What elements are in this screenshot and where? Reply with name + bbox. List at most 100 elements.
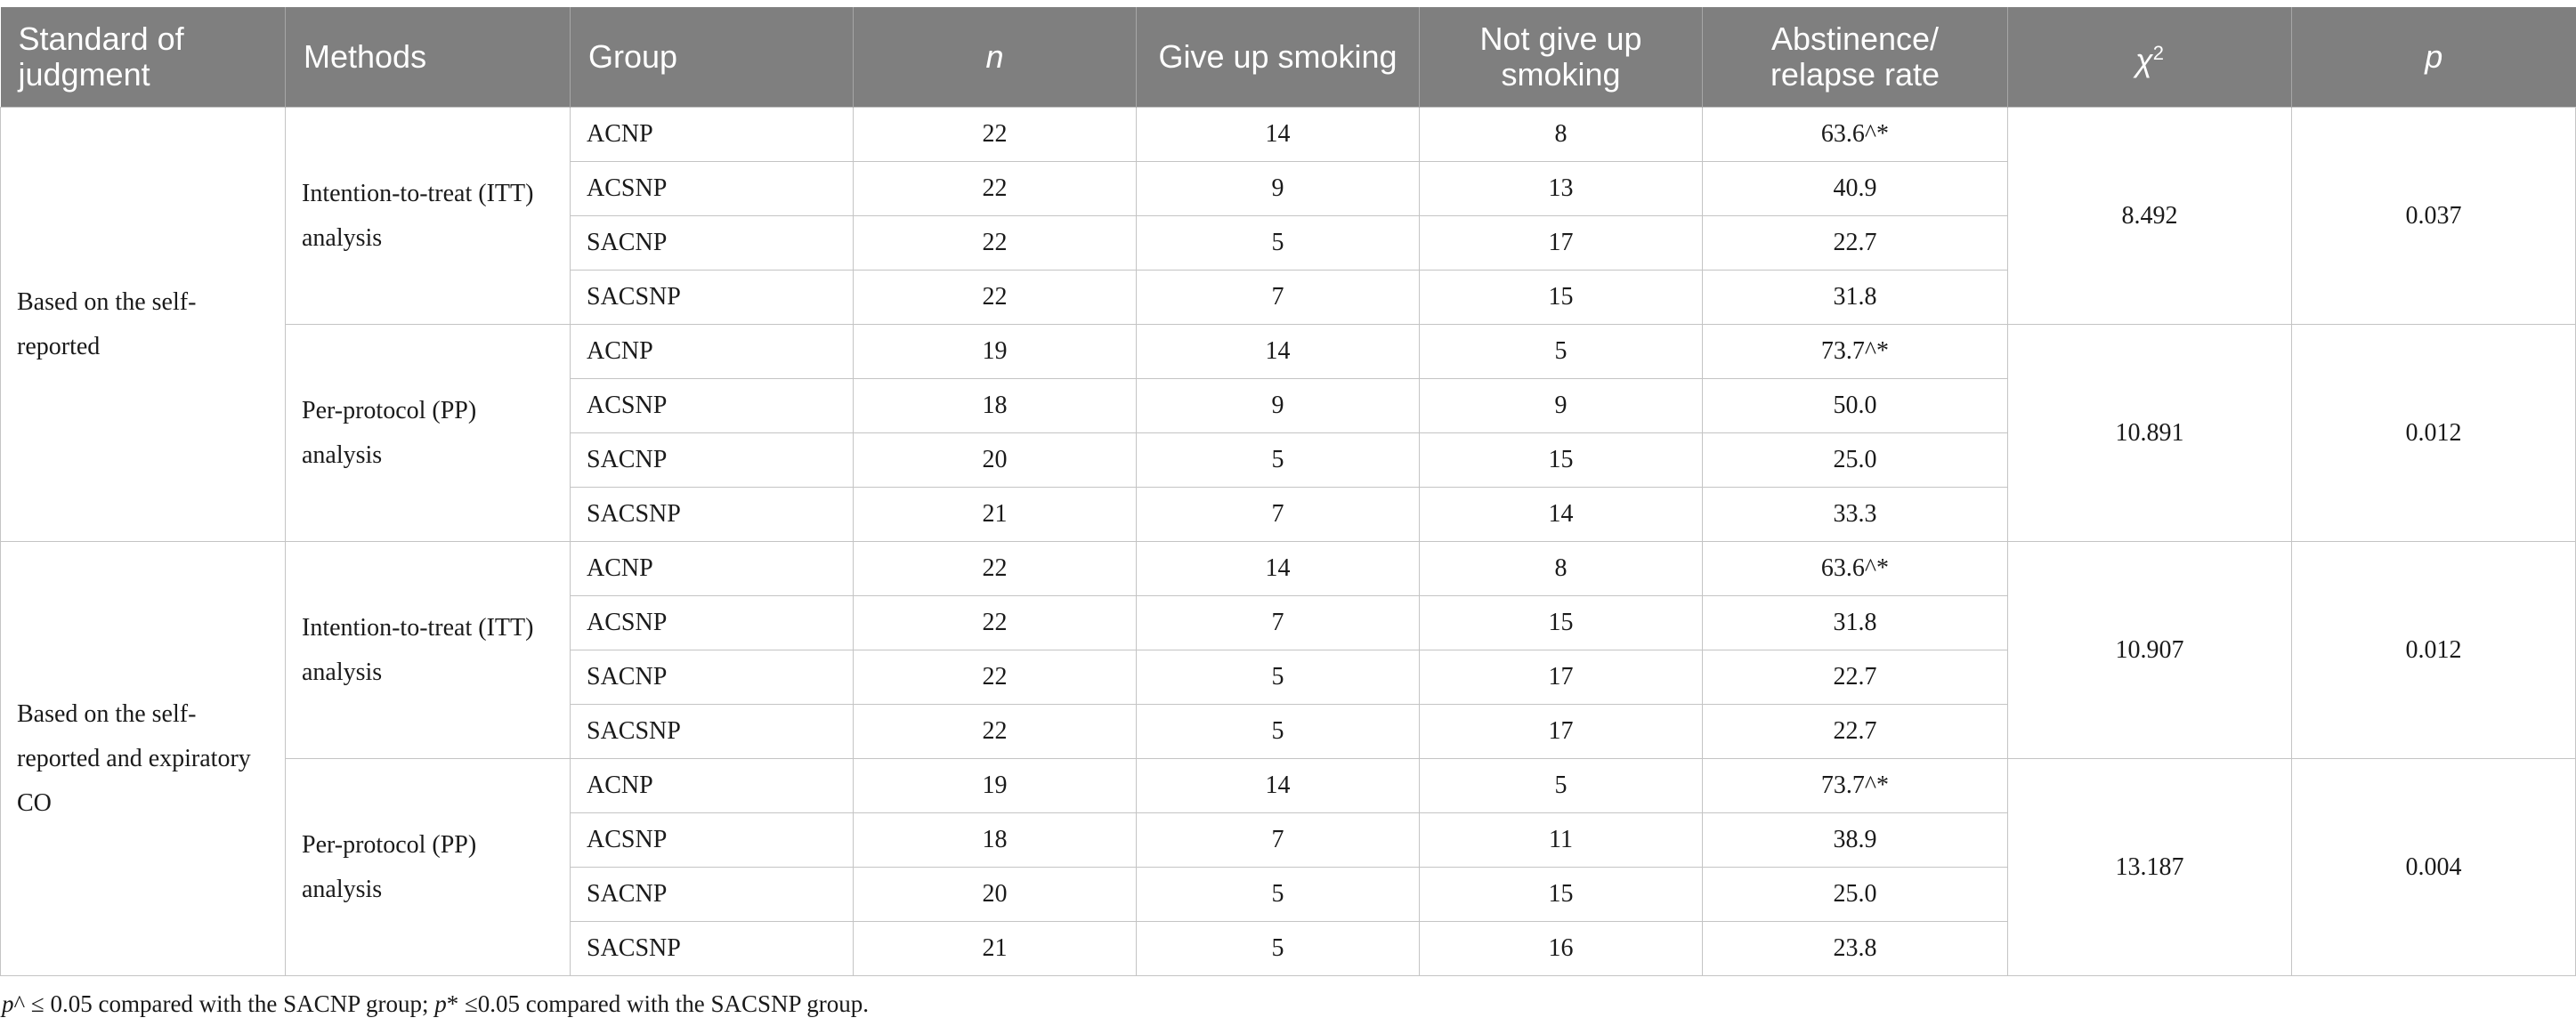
n-cell: 21 [853,921,1137,976]
table-row: SACNP 22 5 17 22.7 [1,215,2576,271]
table-row: ACSNP 22 9 13 40.9 [1,161,2576,216]
not-give-up-cell: 15 [1419,867,1703,922]
standard-cell: Based on the self-reported and expirator… [0,541,286,976]
not-give-up-cell: 14 [1419,487,1703,542]
n-cell: 22 [853,541,1137,596]
method-cell: Intention-to-treat (ITT) analysis [285,541,571,759]
table-row: SACSNP 21 7 14 33.3 [1,487,2576,542]
n-cell: 22 [853,595,1137,650]
n-cell: 22 [853,650,1137,705]
header-row: Standard of judgment Methods Group n Giv… [0,7,2576,108]
group-cell: ACNP [570,758,854,813]
standard-cell: Based on the self-reported [0,107,286,542]
table-row: ACSNP 18 7 11 38.9 [1,812,2576,868]
header-n: n [853,7,1137,108]
group-cell: ACSNP [570,812,854,868]
n-cell: 21 [853,487,1137,542]
group-cell: SACSNP [570,704,854,759]
give-up-cell: 5 [1136,704,1420,759]
give-up-cell: 5 [1136,432,1420,488]
group-cell: ACSNP [570,378,854,433]
p-value-cell: 0.004 [2291,758,2576,976]
footnote: p^ ≤ 0.05 compared with the SACNP group;… [2,990,869,1018]
n-cell: 22 [853,704,1137,759]
not-give-up-cell: 11 [1419,812,1703,868]
give-up-cell: 14 [1136,324,1420,379]
give-up-cell: 14 [1136,541,1420,596]
footnote-text-1: ^ ≤ 0.05 compared with the SACNP group; [13,990,435,1017]
give-up-cell: 5 [1136,867,1420,922]
table-row: ACSNP 18 9 9 50.0 [1,378,2576,433]
header-not-give-up: Not give up smoking [1419,7,1703,108]
give-up-cell: 14 [1136,758,1420,813]
n-cell: 19 [853,324,1137,379]
table-container: Standard of judgment Methods Group n Giv… [0,7,2576,976]
n-cell: 18 [853,378,1137,433]
n-cell: 22 [853,107,1137,162]
table-row: SACSNP 21 5 16 23.8 [1,921,2576,976]
give-up-cell: 5 [1136,650,1420,705]
give-up-cell: 7 [1136,270,1420,325]
give-up-cell: 14 [1136,107,1420,162]
rate-cell: 73.7^* [1702,324,2008,379]
rate-cell: 25.0 [1702,432,2008,488]
rate-cell: 23.8 [1702,921,2008,976]
group-cell: SACNP [570,867,854,922]
not-give-up-cell: 8 [1419,107,1703,162]
rate-cell: 40.9 [1702,161,2008,216]
n-cell: 20 [853,867,1137,922]
group-cell: ACNP [570,107,854,162]
rate-cell: 22.7 [1702,704,2008,759]
header-chi-square: χ2 [2007,7,2292,108]
group-cell: SACSNP [570,921,854,976]
chi-square-cell: 13.187 [2007,758,2292,976]
not-give-up-cell: 13 [1419,161,1703,216]
not-give-up-cell: 5 [1419,758,1703,813]
give-up-cell: 5 [1136,921,1420,976]
n-cell: 20 [853,432,1137,488]
group-cell: SACNP [570,650,854,705]
header-group: Group [570,7,854,108]
not-give-up-cell: 17 [1419,215,1703,271]
give-up-cell: 7 [1136,595,1420,650]
rate-cell: 73.7^* [1702,758,2008,813]
n-cell: 18 [853,812,1137,868]
results-table: Standard of judgment Methods Group n Giv… [0,7,2576,976]
group-cell: SACSNP [570,487,854,542]
give-up-cell: 5 [1136,215,1420,271]
table-row: Based on the self-reported and expirator… [0,541,2576,976]
group-cell: ACSNP [570,595,854,650]
table-row: Per-protocol (PP) analysis ACNP 19 14 5 73.7^… [1,758,2576,976]
rate-cell: 63.6^* [1702,107,2008,162]
n-cell: 22 [853,215,1137,271]
rate-cell: 63.6^* [1702,541,2008,596]
group-cell: ACNP [570,541,854,596]
rate-cell: 22.7 [1702,650,2008,705]
header-p-label: p [2425,38,2443,75]
chi-square-cell: 10.891 [2007,324,2292,542]
group-cell: ACSNP [570,161,854,216]
footnote-p-symbol-2: p [434,990,447,1017]
table-row: SACNP 22 5 17 22.7 [1,650,2576,705]
method-cell: Intention-to-treat (ITT) analysis [285,107,571,325]
n-cell: 22 [853,270,1137,325]
header-give-up: Give up smoking [1136,7,1420,108]
not-give-up-cell: 5 [1419,324,1703,379]
rate-cell: 50.0 [1702,378,2008,433]
not-give-up-cell: 15 [1419,595,1703,650]
rate-cell: 25.0 [1702,867,2008,922]
not-give-up-cell: 15 [1419,432,1703,488]
group-cell: SACNP [570,432,854,488]
give-up-cell: 7 [1136,487,1420,542]
p-value-cell: 0.037 [2291,107,2576,325]
header-rate: Abstinence/ relapse rate [1702,7,2008,108]
n-cell: 22 [853,161,1137,216]
header-chi-symbol: χ [2135,42,2153,78]
header-methods: Methods [285,7,571,108]
table-row: ACSNP 22 7 15 31.8 [1,595,2576,650]
table-row: SACSNP 22 7 15 31.8 [1,270,2576,325]
chi-square-cell: 10.907 [2007,541,2292,759]
p-value-cell: 0.012 [2291,541,2576,759]
give-up-cell: 9 [1136,378,1420,433]
not-give-up-cell: 9 [1419,378,1703,433]
